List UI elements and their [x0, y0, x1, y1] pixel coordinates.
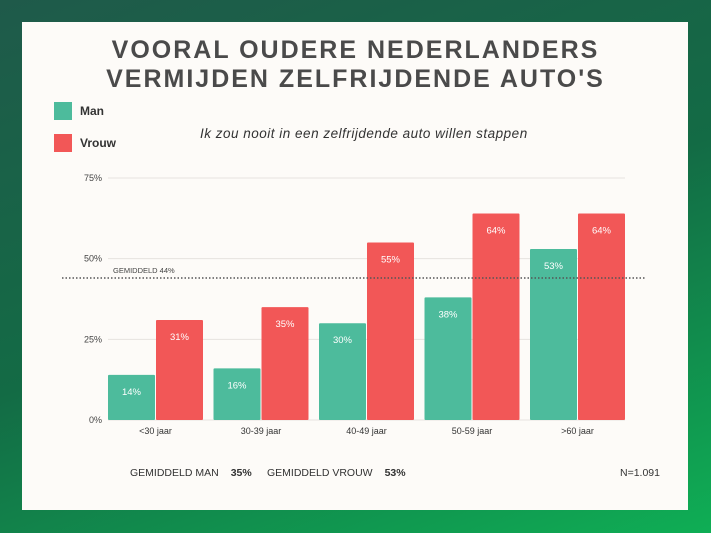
x-tick-label: 50-59 jaar [452, 426, 493, 436]
bar-vrouw [472, 213, 520, 420]
average-label: GEMIDDELD 44% [113, 266, 175, 275]
x-tick-label: 40-49 jaar [346, 426, 387, 436]
legend-man: Man [54, 102, 104, 120]
title-line-2: VERMIJDEN ZELFRIJDENDE AUTO'S [106, 65, 605, 93]
footer-man-label: GEMIDDELD MAN [130, 467, 219, 479]
data-label: 31% [170, 332, 190, 343]
data-label: 64% [486, 225, 506, 236]
chart-subtitle: Ik zou nooit in een zelfrijdende auto wi… [200, 126, 528, 141]
legend-label: Man [80, 104, 104, 118]
bar-vrouw [578, 213, 625, 420]
bar-vrouw [367, 242, 414, 420]
data-label: 55% [381, 255, 401, 266]
bar-man [424, 297, 472, 420]
legend-vrouw: Vrouw [54, 134, 116, 152]
x-tick-label: <30 jaar [139, 426, 172, 436]
bar-vrouw [156, 319, 203, 420]
sample-size: N=1.091 [620, 467, 660, 479]
data-label: 64% [592, 225, 612, 236]
y-tick-label: 75% [84, 173, 102, 183]
x-tick-label: 30-39 jaar [241, 426, 282, 436]
footer-vrouw-label: GEMIDDELD VROUW [267, 467, 373, 479]
bar-man [530, 248, 577, 420]
data-label: 35% [275, 319, 295, 330]
bar-man [213, 368, 261, 420]
data-label: 38% [438, 309, 458, 320]
data-label: 16% [227, 380, 247, 391]
title-line-1: VOORAL OUDERE NEDERLANDERS [111, 36, 600, 64]
bar-man [319, 323, 366, 420]
legend-swatch-man [54, 102, 72, 120]
data-label: 30% [333, 335, 353, 346]
legend-label: Vrouw [80, 136, 117, 150]
footer-man: GEMIDDELD MAN 35% [130, 467, 252, 479]
bar-vrouw [261, 307, 309, 420]
footer-man-value: 35% [230, 467, 252, 479]
y-tick-label: 25% [84, 334, 102, 344]
data-label: 53% [544, 261, 564, 272]
y-tick-label: 50% [84, 254, 102, 264]
data-label: 14% [122, 387, 142, 398]
footer-vrouw: GEMIDDELD VROUW 53% [267, 467, 406, 479]
footer-vrouw-value: 53% [384, 467, 406, 479]
bar-man [108, 374, 155, 420]
y-tick-label: 0% [89, 415, 102, 425]
chart-title: VOORAL OUDERE NEDERLANDERS VERMIJDEN ZEL… [0, 36, 711, 94]
x-tick-label: >60 jaar [561, 426, 594, 436]
legend-swatch-vrouw [54, 134, 72, 152]
